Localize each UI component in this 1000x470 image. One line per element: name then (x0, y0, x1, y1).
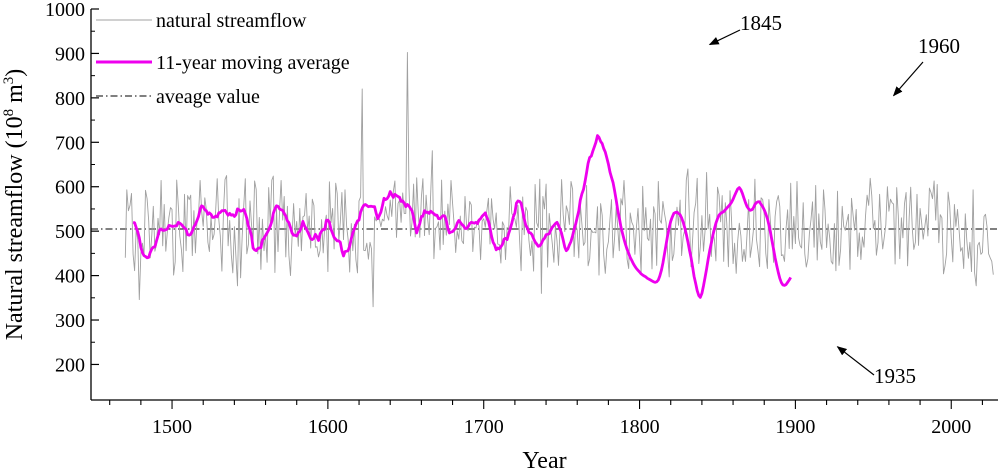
y-axis-title: Natural streamflow (108 m3) (1, 69, 28, 341)
annotation-label-1845: 1845 (740, 11, 782, 35)
x-tick-label: 1600 (308, 416, 348, 438)
y-tick-label: 500 (55, 221, 85, 243)
natural-streamflow-line (124, 52, 994, 308)
legend-label: aveage value (156, 86, 260, 108)
legend-label: 11-year moving average (156, 52, 350, 74)
legend-label: natural streamflow (156, 10, 307, 32)
annotation-arrow (892, 61, 924, 97)
x-tick-label: 1700 (464, 416, 504, 438)
x-tick-label: 1900 (775, 416, 815, 438)
y-tick-label: 1000 (45, 0, 85, 21)
x-tick-label: 1500 (152, 416, 192, 438)
annotation-arrow (708, 29, 741, 46)
annotations: 1845 1960 1935 (708, 11, 960, 388)
series-layer (124, 52, 994, 308)
annotation-label-1960: 1960 (918, 34, 960, 58)
x-tick-label: 2000 (931, 416, 971, 438)
y-tick-label: 700 (55, 132, 85, 154)
y-tick-label: 300 (55, 310, 85, 332)
y-tick-label: 600 (55, 177, 85, 199)
x-tick-label: 1800 (620, 416, 660, 438)
y-tick-label: 900 (55, 43, 85, 65)
axes: 200 300 400 500 600 700 800 900 1000 1500 1600 1700… (45, 0, 998, 438)
annotation-arrow (836, 346, 875, 376)
moving-average-line (132, 134, 792, 299)
x-axis-title: Year (522, 448, 566, 470)
y-tick-label: 400 (55, 266, 85, 288)
annotation-label-1935: 1935 (874, 364, 916, 388)
y-tick-label: 800 (55, 88, 85, 110)
legend: natural streamflow 11-year moving average… (96, 10, 350, 108)
y-tick-label: 200 (55, 354, 85, 376)
